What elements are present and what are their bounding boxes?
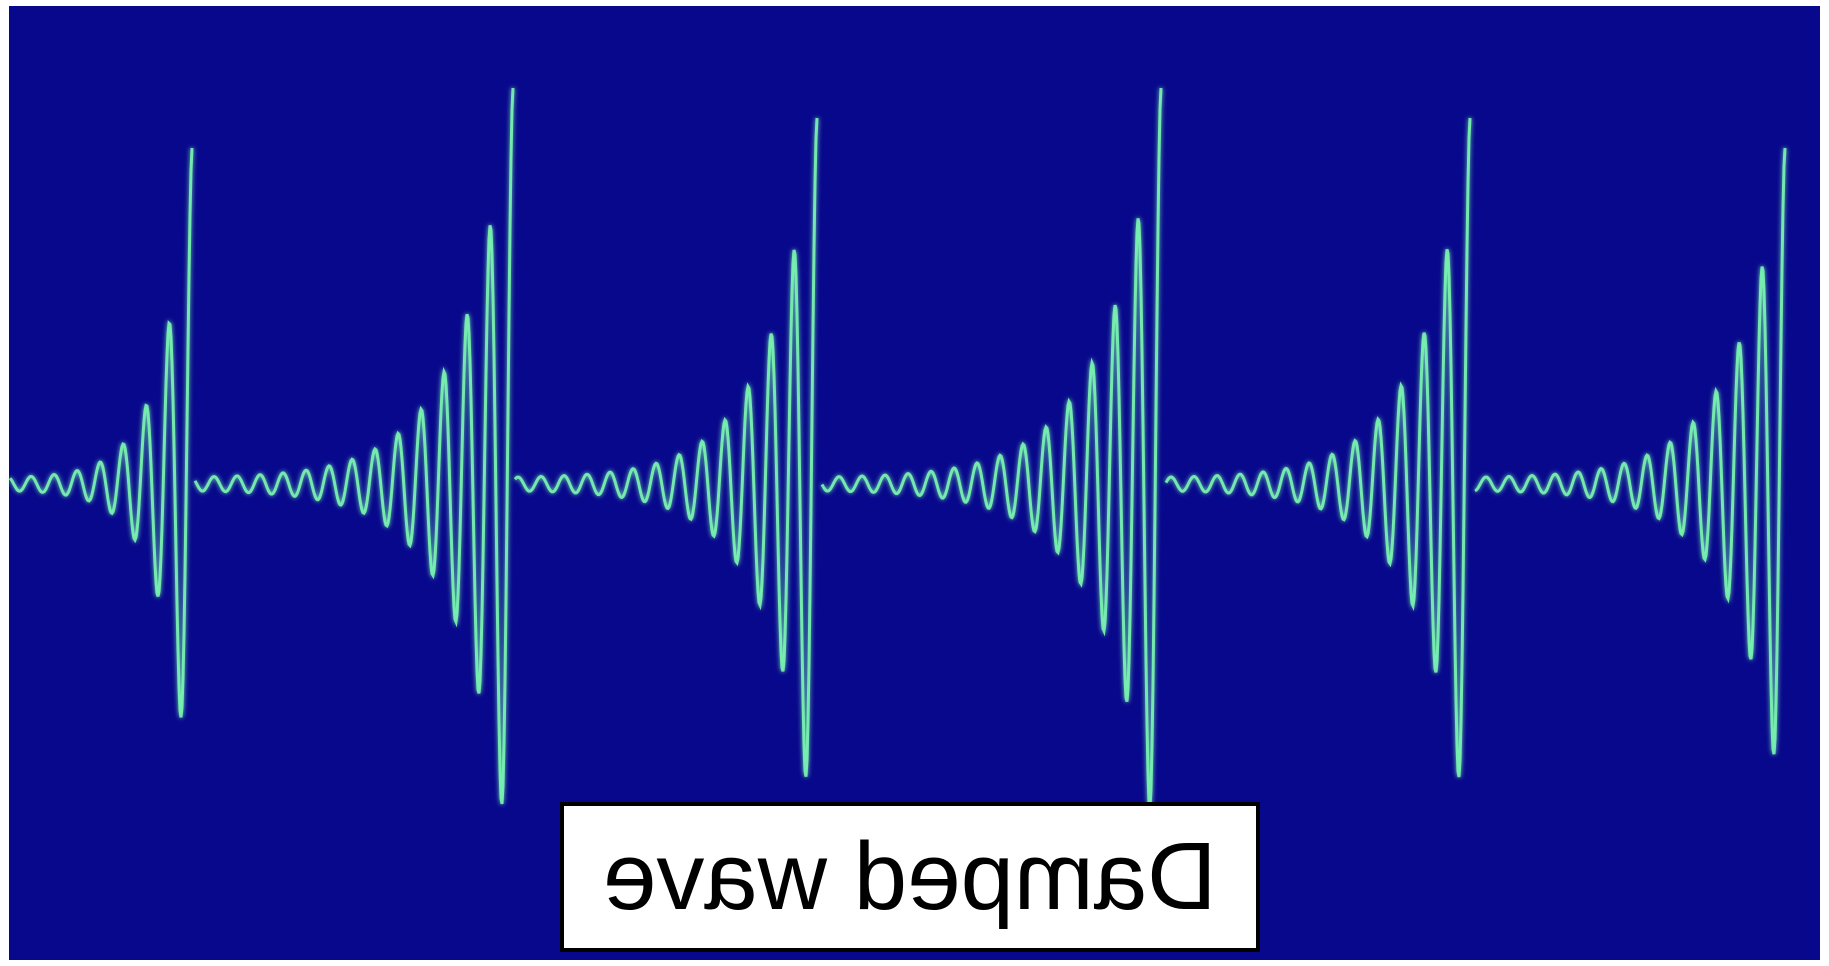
label-box: Damped wave — [560, 802, 1260, 952]
page: Damped wave (() => { const data = JSON.p… — [0, 0, 1829, 966]
label: Damped wave — [603, 822, 1217, 932]
